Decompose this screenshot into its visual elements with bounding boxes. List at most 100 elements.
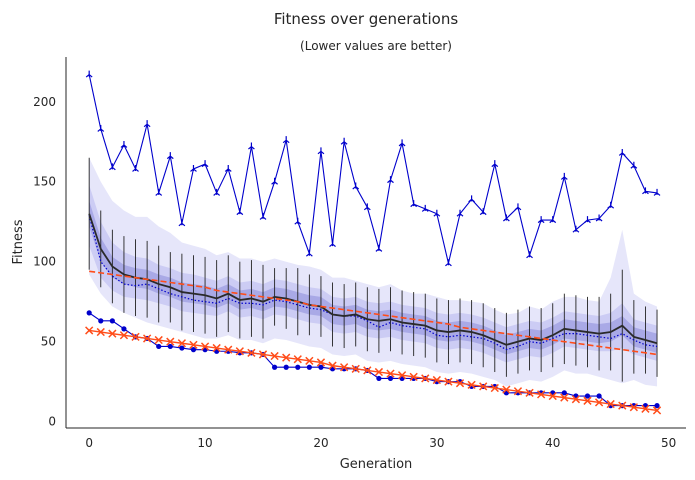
max-point xyxy=(132,164,139,172)
min-point xyxy=(271,364,278,370)
trend-lower-point xyxy=(142,334,152,343)
max-point xyxy=(375,244,383,252)
trend-lower-point xyxy=(571,395,581,404)
max-point xyxy=(120,140,128,148)
max-point xyxy=(294,217,302,225)
trend-lower-point xyxy=(537,390,546,399)
trend-lower-point xyxy=(131,332,140,341)
min-point xyxy=(376,375,382,382)
trend-lower-point xyxy=(154,335,163,345)
chart-title: Fitness over generations xyxy=(274,10,459,28)
trend-lower-point xyxy=(166,337,175,346)
max-point xyxy=(97,124,105,132)
trend-lower-point xyxy=(224,345,233,354)
max-point xyxy=(630,161,638,169)
y-tick-label: 200 xyxy=(33,95,56,109)
max-point xyxy=(85,70,93,78)
trend-lower-point xyxy=(513,387,523,396)
max-point xyxy=(329,240,336,248)
trend-lower-point xyxy=(467,380,476,389)
trend-lower-point xyxy=(594,398,604,407)
trend-lower-point xyxy=(525,388,534,397)
y-tick-label: 100 xyxy=(33,255,56,269)
trend-lower-point xyxy=(351,364,360,373)
chart-subtitle: (Lower values are better) xyxy=(300,39,452,53)
trend-lower-point xyxy=(432,375,441,385)
x-tick-label: 20 xyxy=(313,436,328,450)
trend-lower-point xyxy=(363,366,372,375)
trend-lower-point xyxy=(177,339,187,348)
band-inner xyxy=(89,200,658,355)
max-point xyxy=(560,172,568,180)
max-point xyxy=(271,177,278,185)
trend-lower-point xyxy=(200,342,210,351)
max-point xyxy=(305,249,313,257)
trend-lower-point xyxy=(548,391,557,401)
min-point xyxy=(306,364,312,370)
max-point xyxy=(537,216,545,224)
trend-lower-point xyxy=(328,361,337,370)
min-point xyxy=(283,364,289,370)
plot-area xyxy=(85,70,662,415)
trend-lower-point xyxy=(455,379,465,388)
max-point xyxy=(224,164,232,172)
max-point xyxy=(491,160,499,168)
max-point xyxy=(607,201,615,209)
trend-lower-point xyxy=(560,393,569,402)
max-point xyxy=(456,209,464,217)
trend-lower-point xyxy=(119,331,129,340)
trend-lower-point xyxy=(652,406,662,415)
min-point xyxy=(318,364,324,370)
trend-lower-point xyxy=(293,355,302,364)
x-tick-label: 40 xyxy=(545,436,560,450)
max-point xyxy=(317,147,325,155)
max-point xyxy=(178,219,186,227)
trend-lower-point xyxy=(235,347,244,356)
trend-lower-point xyxy=(212,343,221,353)
max-point xyxy=(468,195,475,203)
x-tick-label: 10 xyxy=(197,436,212,450)
trend-lower-point xyxy=(96,327,105,337)
min-point xyxy=(167,343,173,350)
max-point xyxy=(340,137,348,145)
trend-lower-point xyxy=(189,340,198,349)
max-point xyxy=(166,152,174,160)
trend-lower-point xyxy=(85,326,94,335)
trend-lower-point xyxy=(397,371,407,380)
min-point xyxy=(190,347,197,353)
max-point xyxy=(387,176,394,184)
y-axis-ticks: 0 50 100 150 200 xyxy=(33,95,56,429)
trend-lower-point xyxy=(374,367,384,377)
trend-lower-point xyxy=(247,348,256,357)
max-point xyxy=(398,139,406,147)
max-point xyxy=(410,200,418,208)
x-tick-label: 50 xyxy=(661,436,676,450)
min-point xyxy=(121,326,127,332)
max-point xyxy=(526,251,533,259)
max-point xyxy=(595,214,603,222)
trend-lower-point xyxy=(479,382,488,391)
max-point xyxy=(248,142,255,150)
max-point xyxy=(514,203,522,211)
min-point xyxy=(109,318,115,324)
max-point xyxy=(282,136,290,144)
trend-lower-point xyxy=(282,353,291,362)
max-point xyxy=(584,216,591,224)
trend-lower-point xyxy=(641,404,650,413)
min-point xyxy=(387,375,394,382)
median-line xyxy=(88,215,658,351)
min-point xyxy=(584,393,591,399)
trend-upper-line xyxy=(89,270,658,356)
trend-lower-line xyxy=(89,329,658,412)
trend-lower-point xyxy=(606,399,615,409)
trend-lower-point xyxy=(258,350,268,359)
min-point xyxy=(156,343,162,350)
x-axis-ticks: 0 10 20 30 40 50 xyxy=(85,436,676,450)
max-point xyxy=(502,214,510,222)
max-point xyxy=(155,188,163,196)
trend-lower-point xyxy=(305,356,314,365)
min-point xyxy=(86,310,92,316)
y-tick-label: 150 xyxy=(33,175,56,189)
max-markers xyxy=(85,70,661,267)
max-point xyxy=(190,164,197,172)
